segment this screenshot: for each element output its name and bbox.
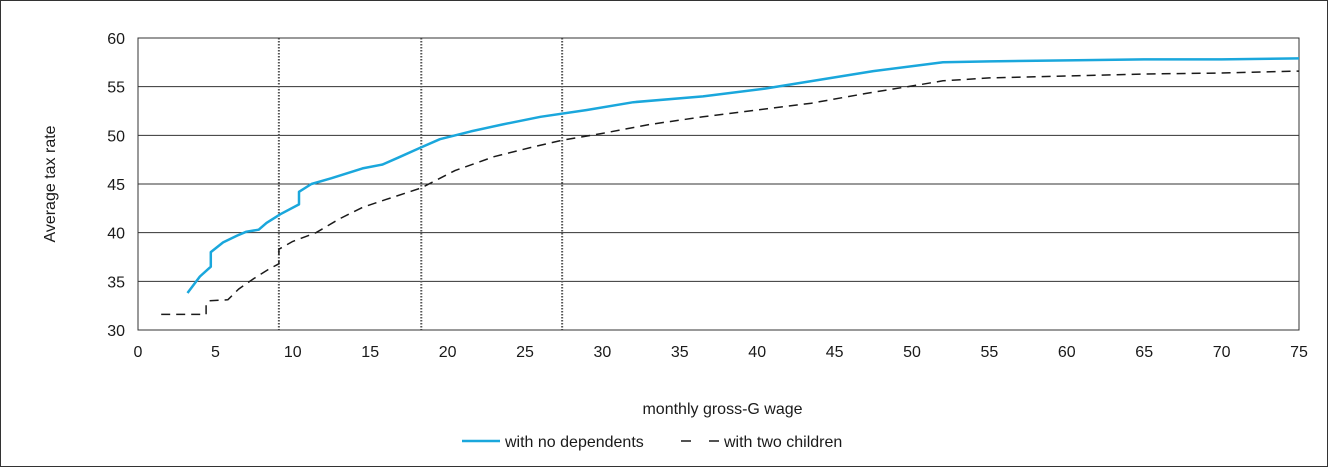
x-tick-label-70: 70 (1213, 344, 1231, 361)
x-tick-label-50: 50 (903, 344, 921, 361)
x-tick-label-35: 35 (671, 344, 689, 361)
y-tick-label-35: 35 (107, 274, 125, 291)
x-tick-label-10: 10 (284, 344, 302, 361)
y-tick-label-40: 40 (107, 226, 125, 243)
x-tick-label-15: 15 (361, 344, 379, 361)
legend-label-no-dependents: with no dependents (504, 434, 644, 451)
x-axis-title: monthly gross-G wage (642, 401, 802, 418)
x-axis-ticks: 0 5 10 15 20 25 30 35 40 45 50 55 60 65 70 75 (134, 344, 1308, 361)
series-line-two-children (161, 70, 1300, 316)
series-line-no-dependents (186, 57, 1300, 294)
y-axis-title: Average tax rate (42, 125, 59, 242)
series-lines (161, 57, 1300, 316)
x-tick-label-30: 30 (594, 344, 612, 361)
y-axis-ticks: 30 35 40 45 50 55 60 (107, 31, 125, 340)
x-tick-label-60: 60 (1058, 344, 1076, 361)
y-tick-label-45: 45 (107, 177, 125, 194)
x-tick-label-25: 25 (516, 344, 534, 361)
x-tick-label-65: 65 (1135, 344, 1153, 361)
legend: with no dependents with two children (462, 434, 842, 451)
y-tick-label-30: 30 (107, 323, 125, 340)
x-tick-label-5: 5 (211, 344, 220, 361)
x-tick-label-55: 55 (981, 344, 999, 361)
y-tick-label-55: 55 (107, 80, 125, 97)
y-tick-label-60: 60 (107, 31, 125, 48)
y-tick-label-50: 50 (107, 128, 125, 145)
plot-area-border (137, 37, 1300, 331)
x-tick-label-0: 0 (134, 344, 143, 361)
x-tick-label-75: 75 (1290, 344, 1308, 361)
x-tick-label-20: 20 (439, 344, 457, 361)
legend-label-two-children: with two children (723, 434, 842, 451)
reference-lines (277, 38, 564, 330)
x-tick-label-40: 40 (748, 344, 766, 361)
x-tick-label-45: 45 (826, 344, 844, 361)
